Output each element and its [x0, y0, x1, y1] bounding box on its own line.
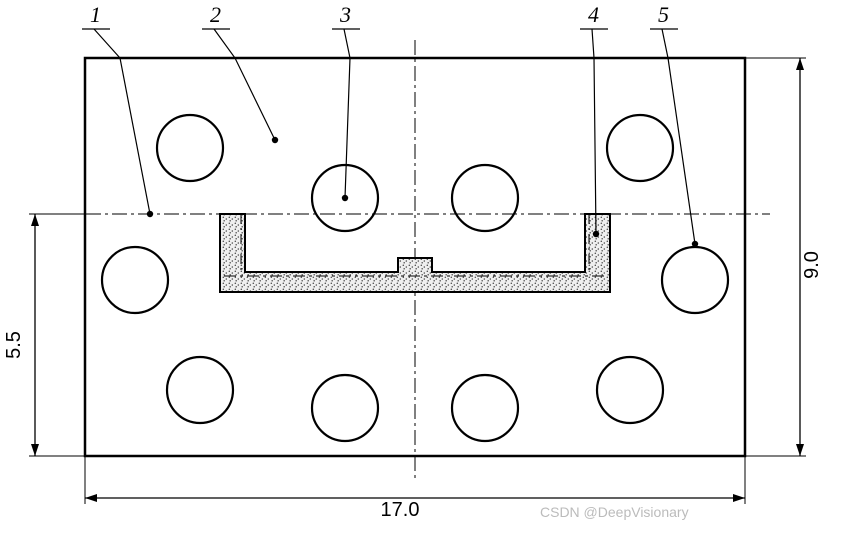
engineering-diagram: 1 2 3 4 5 17.0 9.0 5.5 [0, 0, 850, 545]
leader-4 [592, 29, 596, 234]
label-text-3: 3 [339, 2, 351, 27]
hole-10 [597, 357, 663, 423]
hole-7 [167, 357, 233, 423]
dim-width-value: 17.0 [381, 499, 420, 521]
label-text-4: 4 [588, 2, 599, 27]
hole-9 [452, 375, 518, 441]
leader-5 [662, 29, 695, 244]
dim-height-value: 9.0 [801, 251, 823, 279]
hole-8 [312, 375, 378, 441]
hole-4 [607, 115, 673, 181]
leader-3 [344, 29, 350, 198]
diagram-svg: 1 2 3 4 5 17.0 9.0 5.5 [0, 0, 850, 545]
leader-dot-3 [342, 195, 348, 201]
label-text-5: 5 [658, 2, 669, 27]
dim-partial [31, 214, 39, 456]
leader-dot-2 [272, 137, 278, 143]
hole-6 [662, 247, 728, 313]
label-text-1: 1 [90, 2, 101, 27]
dim-partial-value: 5.5 [3, 331, 25, 359]
leader-dot-1 [147, 211, 153, 217]
watermark-text: CSDN @DeepVisionary [540, 504, 689, 520]
leader-dot-4 [593, 231, 599, 237]
hole-3 [452, 165, 518, 231]
leader-dot-5 [692, 241, 698, 247]
hole-5 [102, 247, 168, 313]
hole-1 [157, 115, 223, 181]
leader-2 [214, 29, 275, 140]
label-text-2: 2 [210, 2, 221, 27]
